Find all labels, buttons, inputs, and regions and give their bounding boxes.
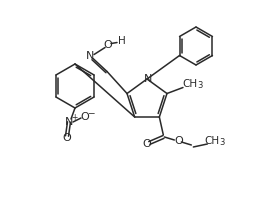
Text: N: N [65,117,73,127]
Text: O: O [142,139,151,149]
Text: 3: 3 [219,139,225,147]
Text: N: N [86,51,94,61]
Text: H: H [118,35,126,45]
Text: CH: CH [182,79,198,89]
Text: CH: CH [205,136,220,146]
Text: −: − [87,109,95,118]
Text: N: N [144,74,152,84]
Text: O: O [63,133,71,143]
Text: O: O [104,40,112,50]
Text: 3: 3 [197,81,202,90]
Text: O: O [80,112,89,122]
Text: +: + [71,113,77,122]
Text: O: O [174,136,183,146]
